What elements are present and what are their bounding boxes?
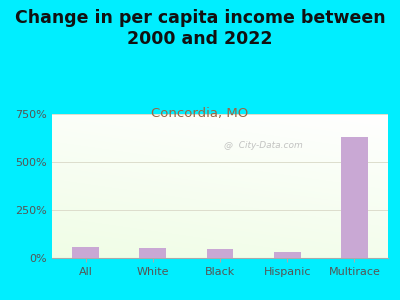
Bar — [274, 252, 301, 258]
Text: Concordia, MO: Concordia, MO — [151, 106, 249, 119]
Text: @  City-Data.com: @ City-Data.com — [224, 141, 303, 150]
Bar — [139, 248, 166, 258]
Bar — [72, 248, 99, 258]
Text: Change in per capita income between
2000 and 2022: Change in per capita income between 2000… — [15, 9, 385, 48]
Bar — [341, 137, 368, 258]
Bar — [206, 249, 234, 258]
